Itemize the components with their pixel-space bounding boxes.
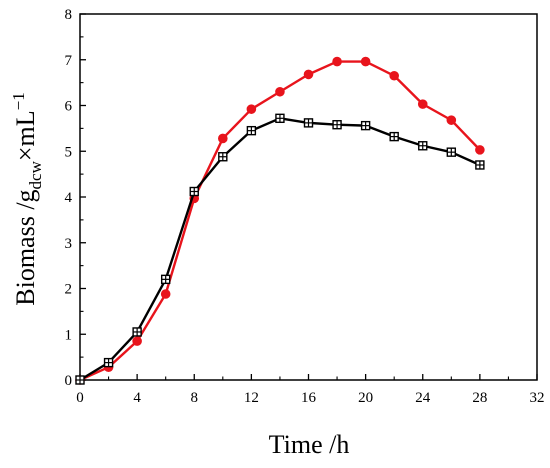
axis-ticks bbox=[79, 13, 538, 381]
series-2-point bbox=[389, 131, 399, 142]
series-1-point bbox=[389, 70, 399, 81]
series-2-point bbox=[103, 357, 114, 368]
y-tick-label: 2 bbox=[65, 282, 73, 298]
series-1-point bbox=[218, 133, 228, 144]
y-axis-title: Biomass /gdcw×mL−1 bbox=[9, 92, 45, 306]
series-2-point bbox=[303, 118, 314, 128]
series-2-point bbox=[189, 186, 199, 197]
plot-frame-border bbox=[79, 13, 538, 381]
series-2-point bbox=[246, 125, 257, 136]
series-2-point bbox=[418, 141, 428, 151]
x-tick-label: 8 bbox=[191, 390, 199, 406]
series-2-point bbox=[160, 274, 171, 285]
y-tick-label: 4 bbox=[65, 190, 73, 206]
series-layer bbox=[75, 56, 485, 385]
plot-frame bbox=[79, 13, 538, 381]
series-1-point bbox=[132, 336, 142, 346]
series-2-point bbox=[360, 120, 371, 131]
y-axis-title-superscript: −1 bbox=[9, 92, 28, 110]
x-tick-labels: 0 4 8 12 16 20 24 28 32 bbox=[76, 390, 544, 406]
series-1-point bbox=[303, 69, 314, 80]
series-2-point bbox=[75, 375, 85, 385]
series-1-point bbox=[360, 56, 371, 67]
y-tick-label: 3 bbox=[65, 236, 73, 252]
x-tick-label: 24 bbox=[415, 390, 431, 406]
y-tick-labels: 0 1 2 3 4 5 6 7 8 bbox=[65, 7, 73, 389]
series-2-point bbox=[446, 147, 457, 157]
x-tick-label: 32 bbox=[530, 390, 545, 406]
y-axis-title-middle: ×mL bbox=[11, 110, 40, 161]
series-2 bbox=[75, 113, 485, 385]
series-2-point bbox=[275, 113, 285, 124]
x-tick-label: 28 bbox=[472, 390, 487, 406]
y-tick-label: 8 bbox=[65, 7, 73, 23]
series-1-point bbox=[275, 86, 285, 97]
series-1-point bbox=[475, 145, 485, 155]
series-2-point bbox=[132, 327, 142, 337]
series-2-point bbox=[332, 120, 342, 130]
y-axis-title-subscript: dcw bbox=[26, 160, 45, 189]
y-axis-title-prefix: Biomass /g bbox=[11, 189, 40, 305]
y-tick-label: 7 bbox=[65, 53, 73, 69]
x-tick-label: 4 bbox=[133, 390, 141, 406]
series-2-point bbox=[218, 152, 228, 162]
x-tick-label: 16 bbox=[301, 390, 317, 406]
x-tick-label: 12 bbox=[244, 390, 259, 406]
x-axis-title: Time /h bbox=[269, 430, 350, 459]
y-tick-label: 6 bbox=[65, 99, 73, 115]
series-2-point bbox=[475, 160, 485, 170]
series-1-point bbox=[417, 99, 428, 109]
y-tick-label: 5 bbox=[65, 144, 73, 160]
x-tick-label: 0 bbox=[76, 390, 84, 406]
x-tick-label: 20 bbox=[358, 390, 373, 406]
series-1-point bbox=[446, 115, 457, 125]
y-tick-label: 0 bbox=[65, 373, 73, 389]
series-1-point bbox=[332, 56, 342, 67]
y-tick-label: 1 bbox=[65, 327, 73, 343]
series-1-point bbox=[160, 289, 171, 299]
series-1-point bbox=[246, 104, 257, 114]
